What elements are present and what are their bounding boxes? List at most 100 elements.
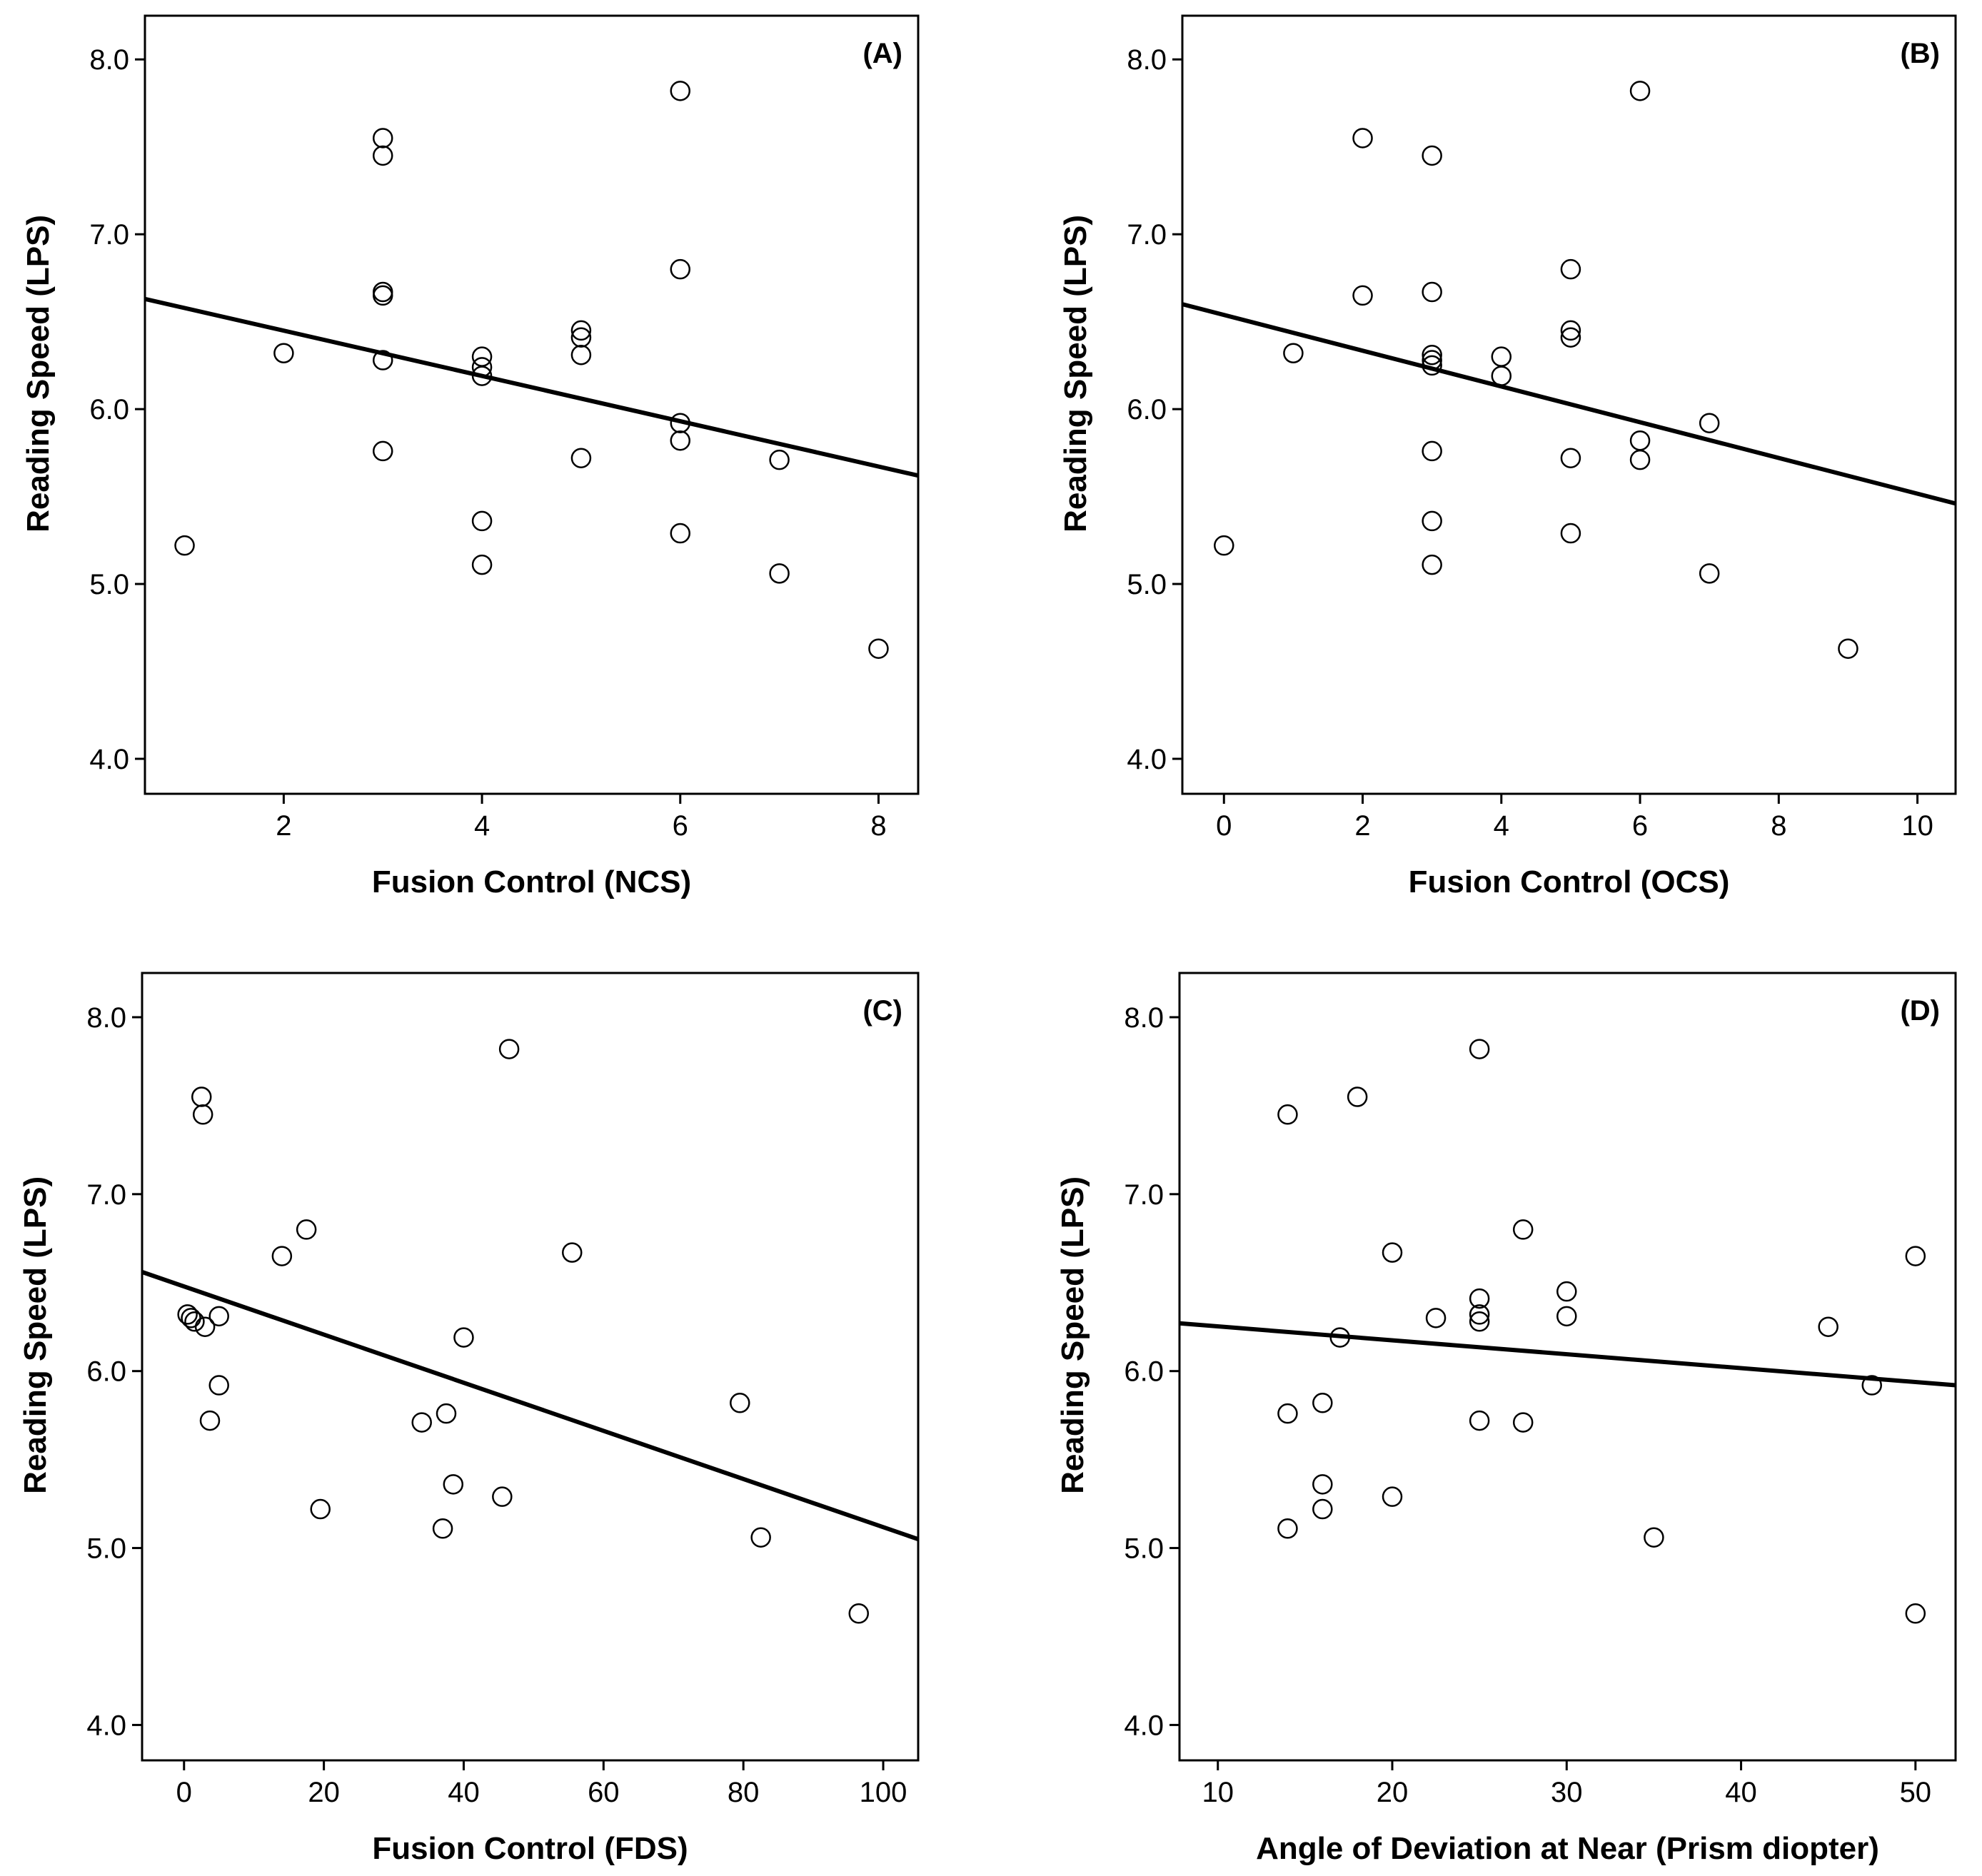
data-point <box>1629 81 1651 101</box>
data-point <box>1560 320 1581 341</box>
y-tick-label: 5.0 <box>86 1533 126 1565</box>
y-axis-title: Reading Speed (LPS) <box>1058 215 1093 533</box>
y-tick-label: 4.0 <box>89 744 129 775</box>
y-axis-title: Reading Speed (LPS) <box>18 1176 53 1494</box>
data-point <box>1277 1518 1298 1539</box>
data-point <box>471 554 493 575</box>
regression-line <box>1182 302 1956 506</box>
data-point <box>372 145 393 166</box>
y-tick-label: 7.0 <box>1124 1179 1164 1211</box>
x-tick-label: 0 <box>176 1777 192 1808</box>
data-point <box>1422 145 1442 166</box>
data-point <box>177 1304 198 1325</box>
data-point <box>1329 1327 1350 1348</box>
data-point <box>471 510 493 532</box>
data-point <box>453 1327 474 1348</box>
data-point <box>192 1104 213 1125</box>
x-tick-label: 80 <box>728 1777 760 1808</box>
x-tick-label: 2 <box>1354 810 1370 842</box>
data-point <box>1422 440 1442 462</box>
data-point <box>1512 1219 1534 1240</box>
data-point <box>411 1412 432 1433</box>
x-tick-label: 40 <box>1725 1777 1757 1808</box>
data-point <box>1422 510 1442 532</box>
data-point <box>372 128 393 148</box>
data-point <box>199 1410 221 1431</box>
data-point <box>1312 1393 1333 1413</box>
data-point <box>1560 523 1581 544</box>
data-point <box>1905 1246 1926 1266</box>
data-point <box>372 440 393 462</box>
y-tick-label: 4.0 <box>1127 744 1167 775</box>
data-point <box>174 535 195 556</box>
y-tick-label: 4.0 <box>86 1710 126 1741</box>
x-tick-label: 20 <box>1377 1777 1409 1808</box>
x-tick-label: 30 <box>1551 1777 1583 1808</box>
y-tick-label: 8.0 <box>89 44 129 76</box>
data-point <box>1312 1498 1333 1520</box>
data-point <box>670 258 691 280</box>
data-point <box>1422 350 1442 370</box>
data-point <box>1644 1527 1664 1548</box>
y-tick-label: 6.0 <box>1127 394 1167 425</box>
panel-label: (C) <box>862 995 902 1027</box>
data-point <box>1560 448 1581 468</box>
y-tick-label: 7.0 <box>1127 219 1167 251</box>
data-point <box>570 320 592 341</box>
x-tick-label: 40 <box>448 1777 480 1808</box>
x-tick-label: 100 <box>860 1777 907 1808</box>
data-point <box>848 1603 870 1624</box>
data-point <box>471 365 493 386</box>
x-axis-title: Fusion Control (FDS) <box>372 1831 688 1866</box>
data-point <box>1556 1306 1577 1327</box>
data-point <box>471 357 493 378</box>
data-point <box>436 1403 457 1424</box>
data-point <box>372 350 393 370</box>
panel-label: (A) <box>862 38 902 69</box>
data-point <box>1699 413 1720 433</box>
x-tick-label: 6 <box>1632 810 1648 842</box>
data-point <box>670 413 691 433</box>
data-point <box>1422 281 1442 303</box>
x-axis-title: Fusion Control (OCS) <box>1409 864 1730 899</box>
x-tick-label: 6 <box>673 810 688 842</box>
regression-line <box>1179 1321 1956 1388</box>
regression-line <box>141 1270 919 1542</box>
data-point <box>1352 128 1373 148</box>
data-point <box>570 448 592 468</box>
data-point <box>1861 1375 1883 1396</box>
data-point <box>1422 344 1442 365</box>
data-point <box>769 449 790 470</box>
y-tick-label: 7.0 <box>89 219 129 251</box>
data-point <box>570 327 592 348</box>
x-tick-label: 0 <box>1216 810 1232 842</box>
data-point <box>1556 1281 1577 1302</box>
data-point <box>1469 1410 1490 1431</box>
data-point <box>1560 258 1581 280</box>
x-tick-label: 60 <box>588 1777 620 1808</box>
data-point <box>868 638 889 659</box>
data-point <box>184 1311 205 1332</box>
x-axis-title: Fusion Control (NCS) <box>372 864 691 899</box>
x-tick-label: 10 <box>1202 1777 1234 1808</box>
data-point <box>1422 554 1442 575</box>
data-point <box>1382 1242 1403 1263</box>
data-point <box>1699 563 1720 584</box>
data-point <box>1277 1104 1298 1125</box>
data-point <box>498 1039 520 1059</box>
x-axis-title: Angle of Deviation at Near (Prism diopte… <box>1256 1831 1879 1866</box>
panel-a: 4.0 5.0 6.0 7.0 8.0 2 4 6 8 Fusion Control (NCS) R… <box>21 14 920 899</box>
y-tick-label: 8.0 <box>1124 1002 1164 1034</box>
data-point <box>730 1393 750 1413</box>
y-axis-title: Reading Speed (LPS) <box>1055 1176 1090 1494</box>
data-point <box>1469 1039 1490 1059</box>
y-tick-label: 7.0 <box>86 1179 126 1211</box>
data-point <box>1214 535 1234 556</box>
data-point <box>443 1474 464 1495</box>
y-tick-label: 6.0 <box>1124 1356 1164 1388</box>
y-tick-label: 5.0 <box>1124 1533 1164 1565</box>
plot-frame <box>141 972 920 1762</box>
x-tick-label: 10 <box>1901 810 1933 842</box>
data-point <box>1277 1403 1298 1424</box>
